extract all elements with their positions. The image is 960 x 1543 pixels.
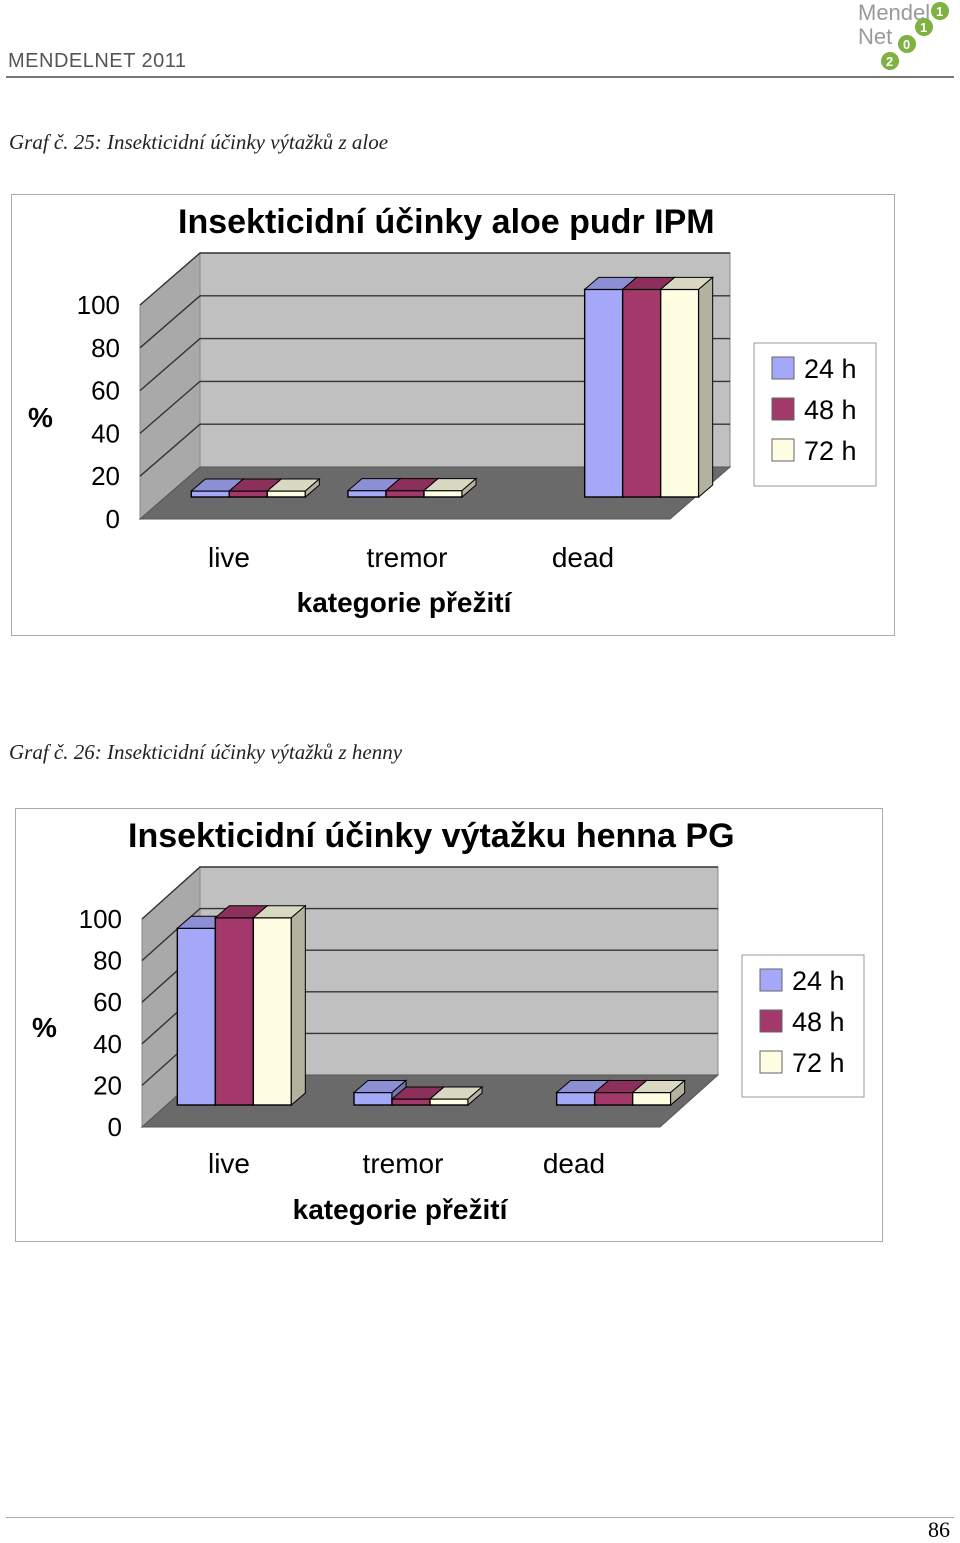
x-category-label: tremor: [367, 542, 448, 573]
bar-dead-72h: [631, 1079, 687, 1107]
legend-label: 48 h: [804, 395, 857, 425]
y-tick-label: 0: [106, 504, 120, 534]
y-tick-label: 80: [93, 946, 122, 976]
legend-label: 72 h: [804, 436, 857, 466]
x-category-label: tremor: [363, 1148, 444, 1179]
legend-swatch: [771, 356, 795, 380]
x-axis-label: kategorie přežití: [297, 587, 513, 618]
legend-label: 48 h: [792, 1007, 845, 1037]
y-tick-label: 60: [93, 987, 122, 1017]
legend-swatch: [759, 1009, 783, 1033]
gridline: [139, 423, 730, 477]
bar-live-72h: [251, 904, 307, 1107]
logo-word-net: Net: [858, 24, 892, 49]
page-number: 86: [928, 1517, 950, 1542]
legend-swatch: [771, 397, 795, 421]
y-tick-label: 100: [79, 904, 122, 934]
gridline: [139, 295, 730, 349]
chart-henna-plot: 0 20 40 60 80 100% live tremor dead kategorie pře…: [32, 865, 865, 1225]
logo-digit: 0: [903, 37, 910, 52]
y-tick-label: 20: [93, 1070, 122, 1100]
logo-digit: 1: [936, 4, 943, 19]
x-category-label: live: [208, 542, 250, 573]
gridline: [139, 337, 730, 392]
chart-aloe: Insekticidní účinky aloe pudr IPM 0 20 40 6…: [11, 194, 895, 636]
bar-tremor-72h: [422, 477, 478, 499]
chart-henna: Insekticidní účinky výtažku henna PG 0 20…: [15, 808, 883, 1242]
header-brand: MENDELNET 2011: [8, 50, 187, 72]
footer-divider: [6, 1517, 954, 1518]
y-tick-label: 20: [91, 461, 120, 491]
gridline: [139, 252, 730, 306]
logo-digit: 2: [886, 54, 893, 69]
legend-swatch: [759, 968, 783, 992]
chart-title: Insekticidní účinky aloe pudr IPM: [178, 203, 715, 241]
legend-label: 24 h: [804, 354, 857, 384]
gridline: [139, 380, 730, 434]
y-tick-label: 60: [91, 376, 120, 406]
y-tick-label: 40: [93, 1029, 122, 1059]
legend-label: 72 h: [792, 1048, 845, 1078]
y-tick-label: 40: [91, 418, 120, 448]
legend-label: 24 h: [792, 966, 845, 996]
bar-live-72h: [265, 477, 321, 499]
mendelnet-logo: Mendel Net 1 1 0 2: [858, 0, 949, 70]
logo-digit: 1: [920, 20, 927, 35]
x-category-label: dead: [543, 1148, 605, 1179]
chart-title: Insekticidní účinky výtažku henna PG: [128, 817, 735, 855]
y-axis-label: %: [28, 402, 53, 433]
bar-tremor-72h: [428, 1085, 484, 1107]
figure-caption-25: Graf č. 25: Insekticidní účinky výtažků …: [9, 130, 389, 154]
x-axis-label: kategorie přežití: [293, 1194, 509, 1225]
y-tick-label: 80: [91, 333, 120, 363]
figure-caption-26: Graf č. 26: Insekticidní účinky výtažků …: [9, 740, 403, 764]
chart-aloe-plot: 0 20 40 60 80 100% live tremor dead kategorie pře…: [28, 251, 877, 618]
header-divider: [6, 76, 954, 78]
y-axis-label: %: [32, 1012, 57, 1043]
x-category-label: dead: [552, 542, 614, 573]
x-category-label: live: [208, 1148, 250, 1179]
y-tick-label: 0: [108, 1112, 122, 1142]
y-tick-label: 100: [77, 290, 120, 320]
legend-swatch: [759, 1050, 783, 1074]
bar-dead-72h: [659, 276, 715, 499]
gridline: [141, 866, 718, 920]
legend-swatch: [771, 438, 795, 462]
gridline: [141, 907, 718, 962]
